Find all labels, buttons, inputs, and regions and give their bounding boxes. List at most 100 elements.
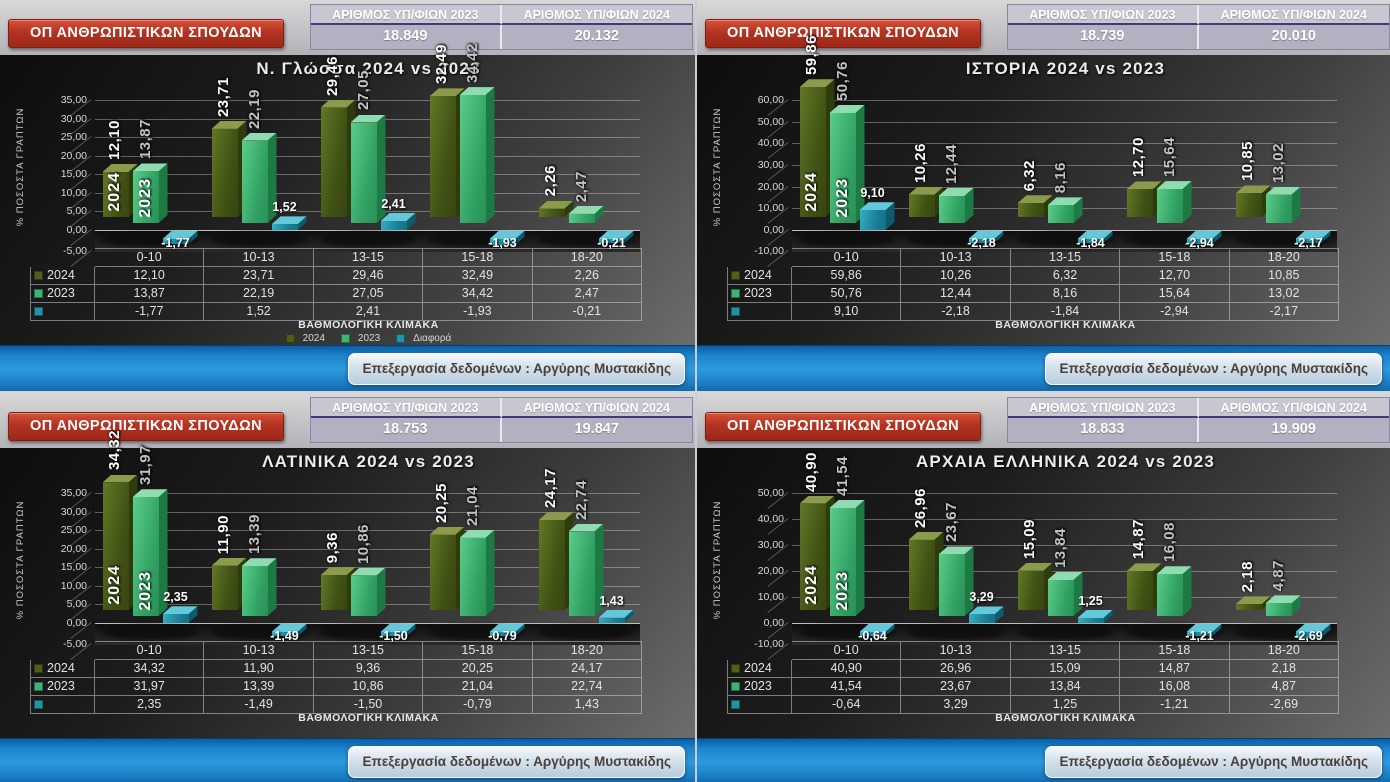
bar-2023 — [829, 508, 865, 616]
chart-title: ΑΡΧΑΙΑ ΕΛΛΗΝΙΚΑ 2024 vs 2023 — [915, 452, 1216, 471]
candidates-2024-value: 19.909 — [1198, 418, 1389, 442]
table-value-cell: 1,52 — [204, 303, 314, 321]
bar-front-face — [380, 221, 407, 230]
y-tick-label: 30,00 — [60, 505, 87, 518]
bar-top-face — [133, 163, 168, 171]
bar-top-face — [1187, 624, 1222, 632]
bar-front-face — [1295, 239, 1322, 243]
credit-box: Επεξεργασία δεδομένων : Αργύρης Μυστακίδ… — [348, 353, 685, 385]
bar-front-face — [1047, 580, 1074, 616]
series-color-swatch — [731, 289, 740, 299]
gridline — [792, 493, 1337, 494]
table-value-cell: 50,76 — [792, 285, 902, 303]
bar-side-face — [965, 546, 974, 616]
table-row-header: 2023 — [30, 285, 95, 303]
bar-front-face — [859, 632, 886, 636]
bar-front-face — [271, 224, 298, 230]
bar-top-face — [272, 216, 307, 224]
y-tick-label: 5,00 — [66, 598, 87, 611]
y-tick-label: 30,00 — [757, 159, 784, 171]
value-label-2024: 26,96 — [911, 487, 929, 528]
bar-2023 — [459, 538, 495, 616]
bar-2023 — [350, 576, 386, 616]
bar-front-face — [211, 565, 238, 610]
candidates-stats-table: ΑΡΙΘΜΟΣ ΥΠ/ΦΙΩΝ 2023 ΑΡΙΘΜΟΣ ΥΠ/ΦΙΩΝ 202… — [1007, 4, 1390, 50]
bar-front-face — [1295, 632, 1322, 638]
panel-header-band: ΟΠ ΑΝΘΡΩΠΙΣΤΙΚΩΝ ΣΠΟΥΔΩΝ ΑΡΙΘΜΟΣ ΥΠ/ΦΙΩΝ… — [697, 393, 1390, 448]
credit-box: Επεξεργασία δεδομένων : Αργύρης Μυστακίδ… — [1045, 353, 1382, 385]
bar-side-face — [595, 524, 604, 616]
bar-front-face — [799, 503, 826, 610]
y-tick-label: -10,00 — [754, 638, 784, 650]
table-value-cell: 6,32 — [1010, 267, 1121, 285]
bar-side-face — [995, 231, 1004, 243]
legend-color-swatch — [396, 334, 406, 343]
y-tick-label: 20,00 — [757, 180, 784, 193]
diff-value-label: -2,94 — [1185, 236, 1214, 250]
bar-front-face — [1077, 239, 1104, 243]
legend-label: Διαφορά — [413, 333, 452, 344]
diff-value-label: 9,10 — [860, 186, 885, 201]
series-name: Διαφορά — [731, 320, 779, 321]
bar-side-face — [1322, 231, 1331, 243]
bar-top-face — [599, 610, 634, 618]
plot-area: 60,00 50,00 40,00 30,00 20,00 10,00 0,00 -10,00… — [697, 35, 1390, 345]
diff-value-label: -0,79 — [488, 629, 517, 643]
chart-area: ΛΑΤΙΝΙΚΑ 2024 vs 2023 % ΠΟΣΟΣΤΑ ΓΡΑΠΤΩΝ … — [0, 430, 695, 738]
bar-front-face — [1235, 193, 1262, 217]
bar-front-face — [429, 534, 456, 610]
bar-2023 — [241, 566, 277, 616]
table-row-header: 2024 — [30, 267, 95, 285]
bar-top-face — [460, 87, 495, 95]
gridline — [792, 121, 1337, 123]
table-row-header: 2023 — [727, 285, 792, 303]
orientation-group-badge: ΟΠ ΑΝΘΡΩΠΙΣΤΙΚΩΝ ΣΠΟΥΔΩΝ — [705, 19, 981, 48]
bar-2023 — [1156, 574, 1192, 616]
orientation-group-badge: ΟΠ ΑΝΘΡΩΠΙΣΤΙΚΩΝ ΣΠΟΥΔΩΝ — [8, 412, 284, 441]
table-value-cell: 32,49 — [423, 267, 533, 285]
bar-top-face — [163, 606, 198, 614]
table-corner-cell — [30, 248, 95, 265]
bar-top-face — [1078, 610, 1113, 618]
bar-diff-negative — [380, 632, 416, 637]
candidates-2023-header: ΑΡΙΘΜΟΣ ΥΠ/ΦΙΩΝ 2023 — [311, 398, 502, 418]
bar-front-face — [162, 614, 189, 623]
legend-item: Διαφορά — [396, 333, 451, 344]
y-tick-label: 15,00 — [60, 561, 87, 574]
bar-top-face — [351, 568, 386, 576]
bar-side-face — [625, 231, 634, 243]
table-category-header: 18-20 — [1229, 641, 1339, 660]
table-value-cell: 8,16 — [1010, 285, 1121, 303]
value-label-2023: 15,64 — [1160, 137, 1178, 178]
y-tick-label: 0,00 — [66, 224, 87, 236]
bar-diff — [598, 618, 634, 623]
bar-front-face — [799, 87, 826, 217]
bar-side-face — [565, 201, 574, 217]
bar-top-face — [381, 213, 416, 221]
bar-top-face — [969, 231, 1004, 239]
candidates-2023-header: ΑΡΙΘΜΟΣ ΥΠ/ΦΙΩΝ 2023 — [1008, 5, 1199, 25]
bar-front-face — [1017, 203, 1044, 217]
legend-item: 2023 — [340, 333, 380, 344]
diff-value-label: -1,21 — [1185, 629, 1214, 643]
gridline — [95, 511, 640, 513]
table-value-cell: 23,71 — [204, 267, 314, 285]
bar-front-face — [429, 96, 456, 217]
table-value-cell: 24,17 — [532, 660, 642, 678]
bar-top-face — [909, 532, 944, 540]
value-label-2024: 12,70 — [1129, 137, 1147, 178]
table-category-header: 10-13 — [901, 248, 1011, 267]
table-value-cell: 13,39 — [204, 678, 314, 696]
bar-front-face — [1017, 570, 1044, 610]
bar-front-face — [1265, 603, 1292, 616]
candidates-2023-header: ΑΡΙΘΜΟΣ ΥΠ/ΦΙΩΝ 2023 — [311, 5, 502, 25]
value-label-2023: 13,02 — [1269, 142, 1287, 183]
table-value-cell: -2,18 — [901, 303, 1011, 321]
bar-top-face — [242, 558, 277, 566]
gridline — [95, 100, 640, 101]
bar-front-face — [908, 539, 935, 610]
table-value-cell: 13,87 — [95, 285, 205, 303]
y-tick-label: -5,00 — [63, 638, 87, 650]
table-value-cell: 10,85 — [1229, 267, 1339, 285]
value-label-2024: 6,32 — [1020, 160, 1038, 192]
